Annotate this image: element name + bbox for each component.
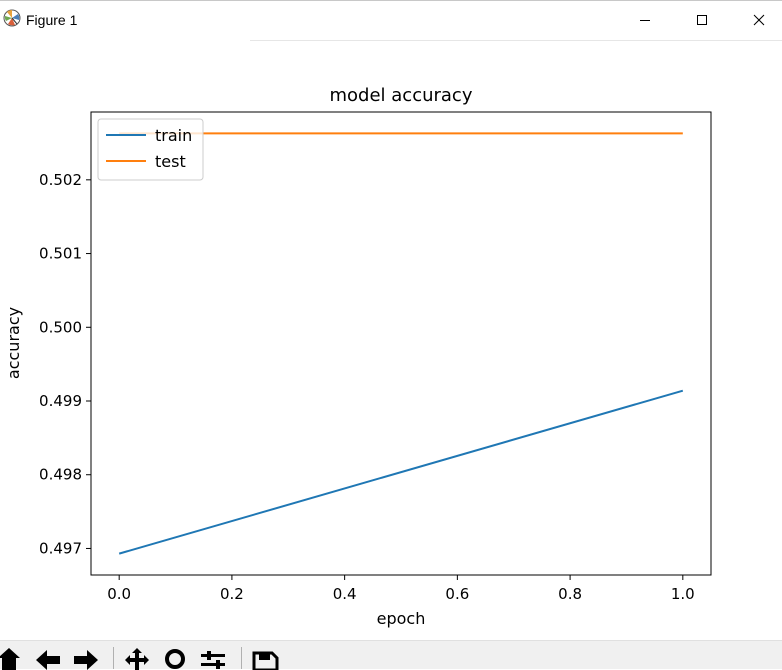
toolbar-separator	[241, 647, 242, 669]
pan-button[interactable]	[122, 644, 152, 670]
legend: train test	[97, 118, 204, 181]
x-tick-label: 0.2	[220, 585, 244, 603]
zoom-icon	[165, 649, 185, 669]
home-button[interactable]	[0, 644, 24, 670]
x-tick-label: 0.0	[107, 585, 131, 603]
home-icon	[0, 648, 20, 670]
chart-title: model accuracy	[330, 85, 473, 106]
minimize-button[interactable]	[622, 0, 668, 40]
back-button[interactable]	[33, 644, 63, 670]
y-tick-label: 0.501	[39, 245, 82, 263]
maximize-icon	[697, 15, 707, 25]
x-tick-label: 0.6	[445, 585, 469, 603]
x-axis-label: epoch	[377, 609, 426, 628]
matplotlib-app-icon	[3, 9, 21, 27]
forward-button[interactable]	[71, 644, 101, 670]
window-top-border	[0, 0, 782, 1]
window-titlebar: Figure 1	[0, 0, 782, 41]
configure-subplots-icon	[201, 651, 225, 669]
series-line-train	[118, 389, 684, 555]
x-tick-label: 1.0	[671, 585, 695, 603]
close-button[interactable]	[736, 0, 782, 40]
forward-icon	[74, 650, 98, 670]
y-tick-label: 0.500	[39, 318, 82, 336]
configure-subplots-button[interactable]	[198, 644, 228, 670]
window-title: Figure 1	[26, 12, 78, 28]
minimize-icon	[640, 20, 650, 21]
y-tick-label: 0.498	[39, 466, 82, 484]
chart: model accuracy 0.497 0.498 0.499 0.500 0.501…	[4, 85, 712, 628]
maximize-button[interactable]	[679, 0, 725, 40]
save-icon	[252, 651, 279, 670]
navigation-toolbar	[0, 640, 782, 670]
legend-label-train: train	[155, 126, 192, 145]
plot-area-frame	[90, 111, 712, 576]
toolbar-separator	[113, 647, 114, 669]
legend-label-test: test	[155, 152, 186, 171]
back-icon	[36, 650, 60, 670]
y-tick-label: 0.502	[39, 171, 82, 189]
close-icon	[753, 14, 765, 26]
y-tick-label: 0.499	[39, 392, 82, 410]
y-tick-label: 0.497	[39, 539, 82, 557]
zoom-button[interactable]	[160, 644, 190, 670]
x-tick-label: 0.8	[558, 585, 582, 603]
save-button[interactable]	[250, 644, 280, 670]
pan-icon	[125, 648, 149, 670]
figure-canvas[interactable]: model accuracy 0.497 0.498 0.499 0.500 0.501…	[0, 41, 782, 640]
y-axis-label: accuracy	[4, 307, 23, 379]
x-tick-label: 0.4	[333, 585, 357, 603]
titlebar-separator	[250, 40, 782, 41]
